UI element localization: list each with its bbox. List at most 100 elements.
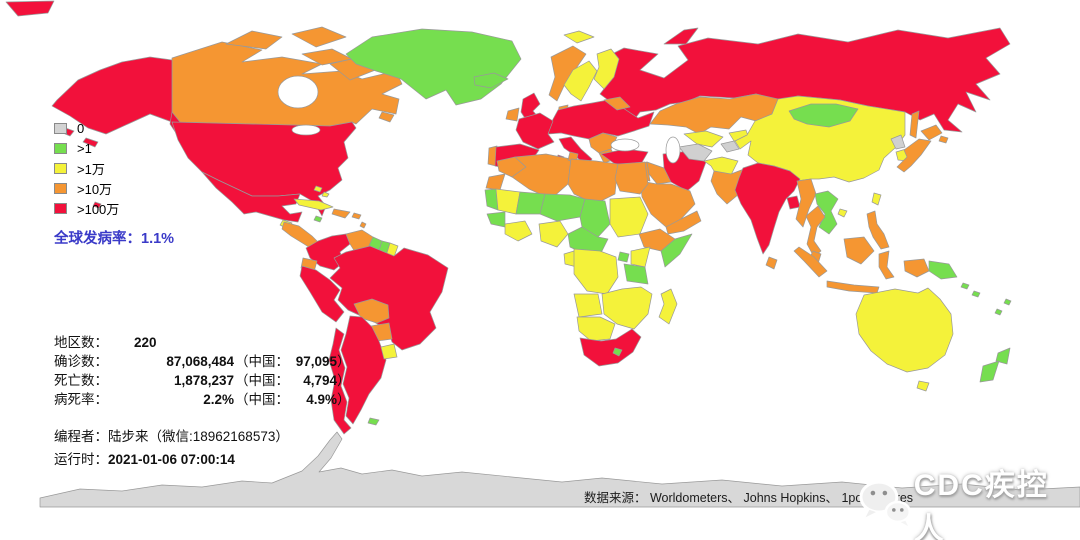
- region-antarctica: [39, 431, 1080, 508]
- region-guinea: [486, 211, 506, 228]
- region-alaska: [51, 56, 173, 135]
- region-niger: [539, 193, 586, 222]
- global-incidence-rate: 全球发病率：1.1%: [54, 231, 175, 247]
- region-ivory-ghana: [504, 220, 533, 242]
- region-japan-hokkaido: [920, 124, 943, 141]
- legend-label: 0: [77, 120, 85, 136]
- stat-china-value: 4.9%: [306, 392, 337, 407]
- region-canada-arctic: [291, 26, 347, 48]
- lake-black-sea: [610, 138, 640, 152]
- region-hawaii: [92, 201, 102, 209]
- legend-item: >1万: [54, 158, 119, 178]
- legend-label: >1: [77, 140, 92, 156]
- stat-row-regions: 地区数： 220: [54, 333, 351, 352]
- lake-caspian-sea: [665, 136, 681, 164]
- legend-swatch-gray: [54, 122, 67, 134]
- legend-label: >100万: [77, 201, 120, 217]
- region-cameroon-car: [567, 226, 609, 255]
- region-vanuatu: [994, 308, 1003, 316]
- region-sudan: [609, 196, 649, 238]
- stat-paren-close: ）: [337, 373, 351, 388]
- legend-item: >100万: [54, 198, 119, 218]
- region-belarus-baltics: [603, 96, 631, 111]
- region-borneo: [843, 236, 875, 265]
- region-lesotho: [612, 347, 623, 357]
- region-kuril: [938, 135, 949, 144]
- map-legend: 0 >1 >1万 >10万 >100万: [54, 118, 119, 218]
- region-west-papua: [903, 258, 930, 278]
- region-tajikistan: [720, 140, 740, 153]
- region-bahamas: [313, 185, 323, 193]
- region-angola: [573, 293, 603, 318]
- region-norway: [548, 45, 587, 102]
- stat-label: 死亡数：: [54, 373, 108, 388]
- region-sri-lanka: [765, 256, 778, 270]
- author-row: 编程者：陆步来（微信:18962168573）: [54, 425, 289, 448]
- region-uruguay: [380, 343, 398, 360]
- region-uganda: [617, 251, 630, 263]
- region-bangladesh: [786, 195, 801, 210]
- stat-china-value: 4,794: [303, 373, 337, 388]
- legend-item: >1: [54, 138, 119, 158]
- region-solomon: [960, 282, 970, 290]
- region-chukotka: [5, 0, 55, 17]
- stat-china-prefix: （中国：: [235, 392, 289, 407]
- stat-row-cfr: 病死率： 2.2%（中国： 4.9%）: [54, 390, 351, 409]
- runtime-value: 2021-01-06 07:00:14: [108, 452, 235, 467]
- region-indochina: [814, 190, 839, 235]
- author-label: 编程者：: [54, 429, 108, 444]
- region-falklands: [367, 417, 380, 426]
- region-australia: [855, 287, 954, 373]
- runtime-label: 运行时：: [54, 452, 108, 467]
- region-aleutians: [82, 137, 99, 148]
- stat-row-deaths: 死亡数： 1,878,237（中国： 4,794）: [54, 371, 351, 390]
- stat-value: 220: [134, 335, 157, 350]
- legend-item: >10万: [54, 178, 119, 198]
- region-sakhalin: [909, 110, 920, 139]
- region-finland: [593, 48, 620, 90]
- lake-great-lakes: [291, 124, 321, 136]
- stat-row-confirmed: 确诊数： 87,068,484（中国： 97,095）: [54, 352, 351, 371]
- region-hainan: [837, 208, 848, 218]
- region-south-africa: [579, 328, 642, 367]
- region-thailand: [805, 205, 826, 258]
- region-mexico: [201, 171, 303, 223]
- stat-china-value: 97,095: [295, 354, 337, 369]
- lake-hudson-bay: [277, 75, 319, 109]
- region-uzbekistan: [683, 130, 724, 148]
- region-western-sahara: [485, 173, 506, 191]
- region-taiwan: [871, 192, 882, 206]
- region-zambia-mozambique: [601, 286, 653, 330]
- region-iceland: [473, 72, 509, 89]
- stat-paren-close: ）: [337, 392, 351, 407]
- legend-swatch-red: [54, 202, 67, 214]
- region-libya: [567, 158, 619, 205]
- region-lesser-antilles: [359, 221, 367, 229]
- region-iraq: [646, 161, 672, 185]
- cdc-watermark: CDC疾控人: [856, 460, 1080, 540]
- region-greenland: [345, 28, 522, 106]
- region-newfoundland: [378, 111, 395, 123]
- region-novaya-zemlya: [663, 27, 699, 45]
- region-central-europe: [547, 99, 655, 140]
- region-japan-honshu: [896, 138, 932, 173]
- region-india: [734, 162, 801, 255]
- watermark-text: CDC疾控人: [913, 469, 1049, 540]
- region-mongolia: [788, 103, 859, 128]
- region-sumatra: [793, 246, 828, 278]
- region-new-zealand-south: [979, 360, 1000, 383]
- legend-swatch-yellow: [54, 162, 67, 174]
- region-kenya: [630, 246, 651, 268]
- region-philippines: [866, 210, 890, 250]
- region-tasmania: [916, 380, 930, 392]
- region-somalia: [660, 233, 693, 268]
- region-turkmenistan: [678, 143, 713, 162]
- region-drc: [573, 248, 619, 295]
- statistics-panel: 地区数： 220 确诊数： 87,068,484（中国： 97,095） 死亡数： 1,…: [54, 333, 351, 409]
- region-new-zealand-north: [995, 347, 1011, 365]
- stat-value: 87,068,484: [166, 354, 234, 369]
- region-chile: [328, 327, 352, 435]
- region-png: [928, 260, 958, 280]
